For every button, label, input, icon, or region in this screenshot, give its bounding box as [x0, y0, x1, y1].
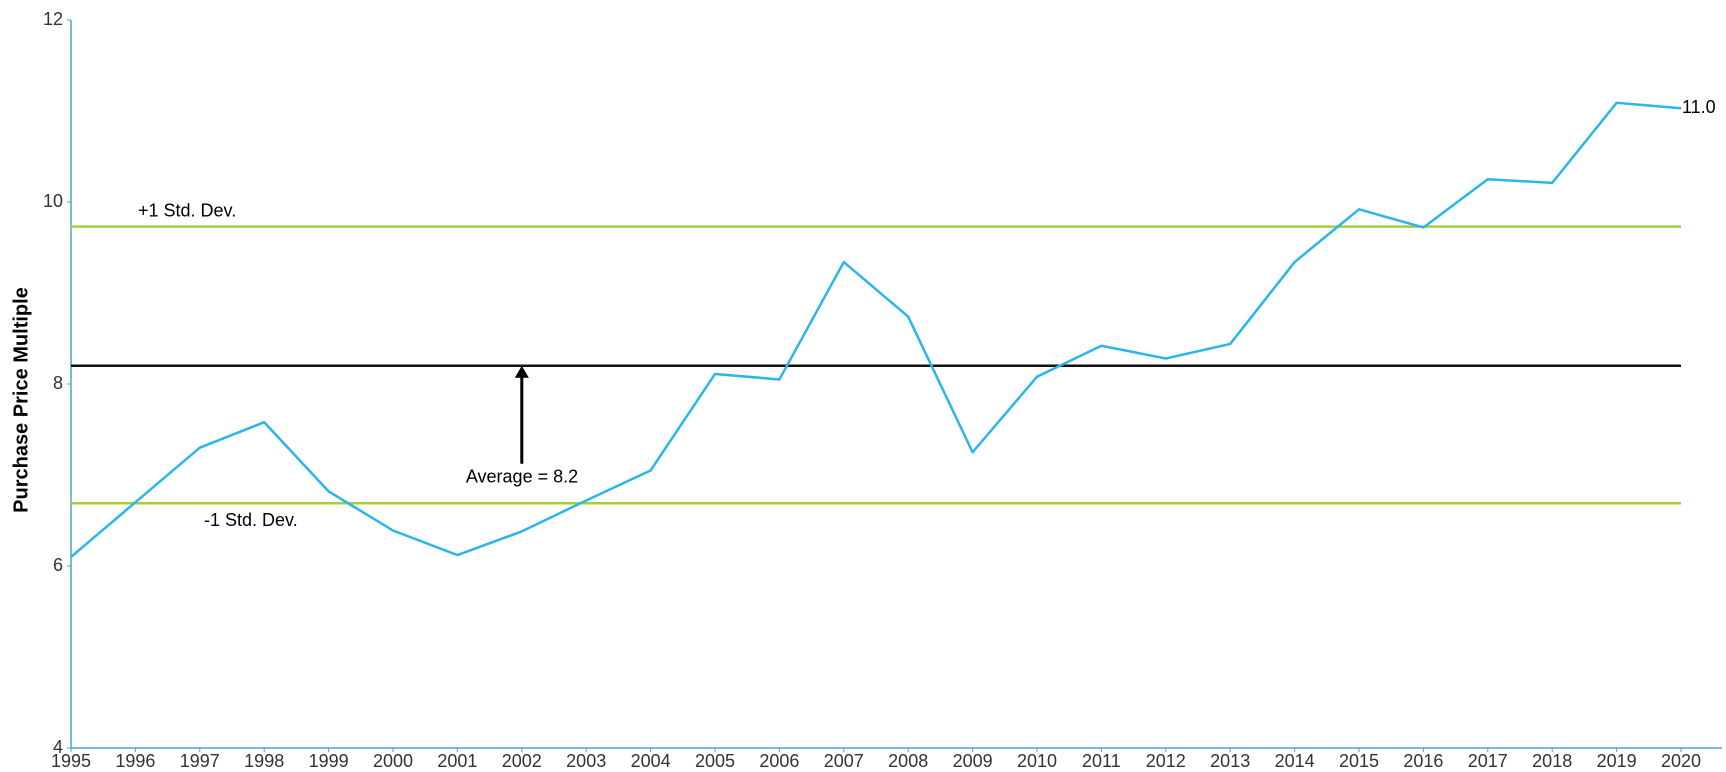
x-tick-label: 2018: [1532, 751, 1572, 771]
y-tick-label: 10: [43, 191, 63, 211]
x-tick-label: 2010: [1017, 751, 1057, 771]
x-tick-label: 2011: [1082, 751, 1121, 771]
x-tick-label: 2002: [502, 751, 542, 771]
x-tick-label: 2004: [631, 751, 671, 771]
x-tick-label: 1999: [309, 751, 349, 771]
x-tick-label: 2016: [1403, 751, 1443, 771]
x-tick-label: 1997: [180, 751, 220, 771]
x-tick-label: 2005: [695, 751, 735, 771]
x-tick-label: 1998: [244, 751, 284, 771]
reference-label: Average = 8.2: [466, 467, 578, 487]
x-tick-label: 2017: [1468, 751, 1508, 771]
x-tick-label: 2020: [1661, 751, 1701, 771]
reference-label: -1 Std. Dev.: [204, 510, 298, 530]
value-label: 11.0: [1682, 97, 1716, 117]
y-tick-label: 8: [53, 373, 63, 393]
x-tick-label: 2008: [888, 751, 928, 771]
x-tick-label: 2007: [824, 751, 864, 771]
x-tick-label: 1996: [115, 751, 155, 771]
series-line: [70, 101, 1682, 558]
x-tick-label: 2003: [566, 751, 606, 771]
x-tick-label: 2014: [1275, 751, 1315, 771]
x-tick-label: 2009: [953, 751, 993, 771]
x-tick-label: 2019: [1597, 751, 1637, 771]
x-tick-label: 1995: [51, 751, 91, 771]
x-tick-label: 2013: [1210, 751, 1250, 771]
x-tick-label: 2001: [437, 751, 477, 771]
average-arrow-head: [514, 365, 529, 378]
x-tick-label: 2000: [373, 751, 413, 771]
y-tick-label: 12: [43, 9, 63, 29]
y-tick-label: 6: [53, 555, 63, 575]
y-axis-title: Purchase Price Multiple: [10, 287, 32, 513]
x-tick-label: 2015: [1339, 751, 1379, 771]
reference-label: +1 Std. Dev.: [138, 200, 236, 220]
y-tick-label: 4: [53, 737, 63, 757]
x-tick-label: 2006: [759, 751, 799, 771]
x-tick-label: 2012: [1146, 751, 1186, 771]
